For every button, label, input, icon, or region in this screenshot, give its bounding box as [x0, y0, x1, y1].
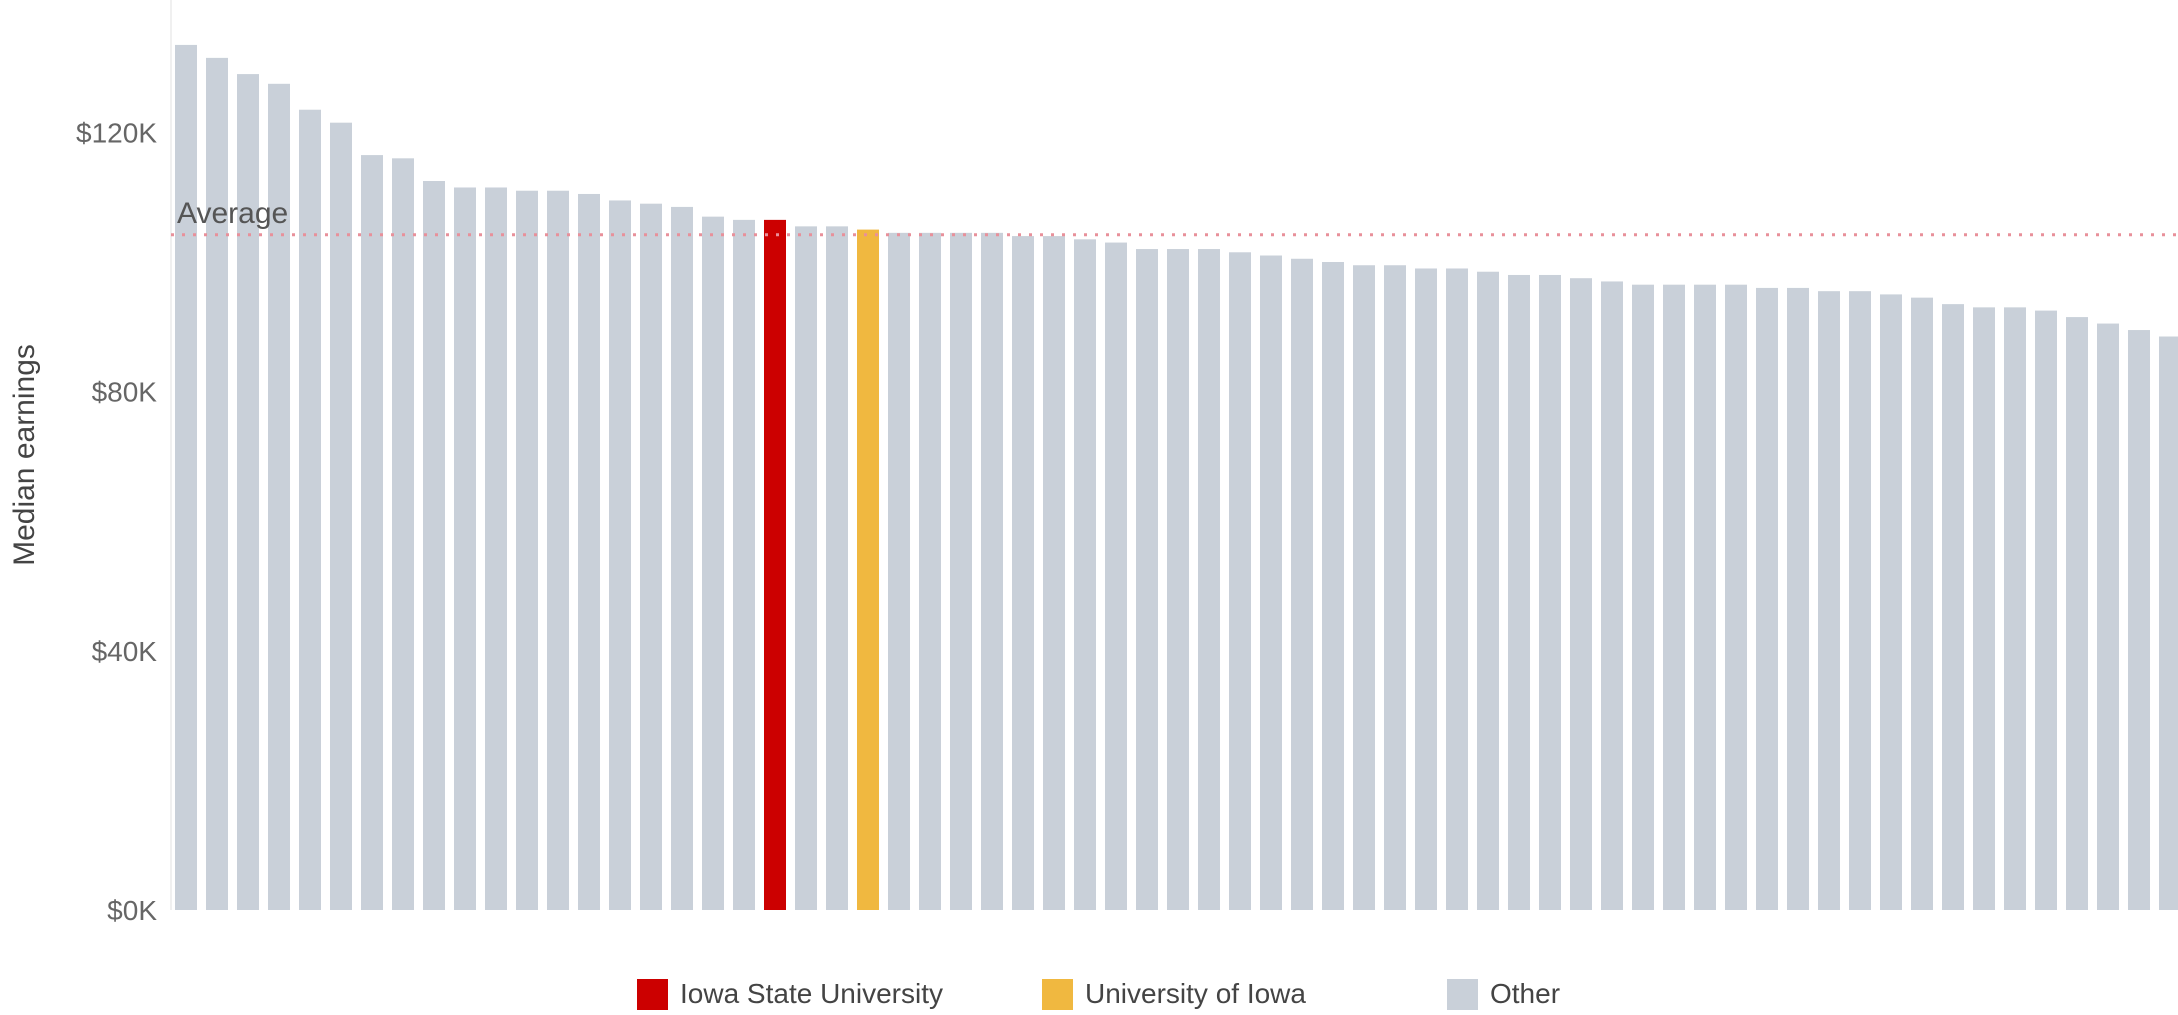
y-tick-label: $40K [92, 636, 158, 667]
bar[interactable] [1601, 281, 1623, 910]
bar[interactable] [1322, 262, 1344, 910]
bar-university-of-iowa[interactable] [857, 229, 879, 911]
bar[interactable] [1074, 239, 1096, 910]
bars-group [175, 44, 2178, 911]
bar[interactable] [1136, 249, 1158, 911]
legend-item-university-of-iowa[interactable]: University of Iowa [1042, 976, 1306, 1012]
bar[interactable] [1384, 265, 1406, 910]
bar[interactable] [2035, 310, 2057, 911]
y-tick-label: $80K [92, 377, 158, 408]
y-tick-label: $120K [76, 117, 157, 148]
bar[interactable] [454, 187, 476, 911]
bar[interactable] [2066, 317, 2088, 911]
legend-label-iowa-state: Iowa State University [680, 978, 943, 1009]
bar[interactable] [1725, 284, 1747, 910]
legend-swatch-university-of-iowa [1042, 978, 1073, 1010]
bar[interactable] [702, 216, 724, 910]
bar[interactable] [1477, 271, 1499, 911]
bar[interactable] [1167, 249, 1189, 911]
bar[interactable] [485, 187, 507, 911]
bar[interactable] [1539, 274, 1561, 911]
bar[interactable] [423, 181, 445, 910]
bar[interactable] [1291, 258, 1313, 910]
bar[interactable] [671, 206, 693, 911]
bar[interactable] [392, 158, 414, 910]
bar[interactable] [1508, 274, 1530, 911]
bar[interactable] [1415, 268, 1437, 911]
bar[interactable] [2159, 336, 2178, 910]
bar[interactable] [1694, 284, 1716, 910]
bar[interactable] [2128, 330, 2150, 910]
bar-iowa-state[interactable] [764, 219, 786, 910]
bar[interactable] [516, 190, 538, 911]
bar[interactable] [609, 200, 631, 910]
bar[interactable] [640, 203, 662, 910]
legend-swatch-other [1447, 978, 1478, 1010]
bar[interactable] [2097, 323, 2119, 910]
bar[interactable] [2004, 307, 2026, 910]
bar[interactable] [1632, 284, 1654, 910]
bar[interactable] [1446, 268, 1468, 911]
bar[interactable] [981, 232, 1003, 911]
y-axis-ticks: $0K $40K $80K $120K [76, 117, 157, 926]
y-axis-title: Median earnings [8, 344, 41, 566]
bar[interactable] [1229, 252, 1251, 910]
bar[interactable] [547, 190, 569, 911]
bar[interactable] [1756, 287, 1778, 910]
bar[interactable] [1880, 294, 1902, 910]
bar[interactable] [578, 193, 600, 910]
bar[interactable] [1570, 278, 1592, 910]
bar[interactable] [1787, 287, 1809, 910]
average-label: Average [177, 197, 288, 230]
earnings-bar-chart: Median earnings $0K $40K $80K $120K Average [8, 0, 2178, 926]
bar[interactable] [1105, 242, 1127, 910]
bar[interactable] [1849, 291, 1871, 910]
legend-item-iowa-state[interactable]: Iowa State University [637, 976, 943, 1012]
bar[interactable] [299, 109, 321, 911]
legend-label-other: Other [1490, 978, 1561, 1009]
bar[interactable] [1663, 284, 1685, 910]
bar[interactable] [1198, 249, 1220, 911]
bar[interactable] [206, 57, 228, 910]
bar[interactable] [1353, 265, 1375, 910]
bar[interactable] [268, 83, 290, 911]
bar[interactable] [1818, 291, 1840, 910]
bar[interactable] [361, 155, 383, 910]
bar[interactable] [1260, 255, 1282, 910]
bar[interactable] [1012, 236, 1034, 910]
bar[interactable] [795, 226, 817, 911]
legend-swatch-iowa-state [637, 978, 668, 1010]
y-tick-label: $0K [107, 895, 157, 926]
bar[interactable] [733, 219, 755, 910]
bar[interactable] [1043, 236, 1065, 910]
bar[interactable] [826, 226, 848, 911]
bar[interactable] [919, 232, 941, 911]
legend-item-other[interactable]: Other [1447, 976, 1560, 1012]
legend-label-university-of-iowa: University of Iowa [1085, 978, 1306, 1009]
bar[interactable] [1942, 304, 1964, 910]
bar[interactable] [330, 122, 352, 911]
bar[interactable] [237, 74, 259, 910]
bar[interactable] [1973, 307, 1995, 910]
bar[interactable] [888, 232, 910, 911]
legend: Iowa State University University of Iowa… [0, 976, 2178, 1012]
bar[interactable] [1911, 297, 1933, 910]
bar[interactable] [950, 232, 972, 911]
bar[interactable] [175, 44, 197, 911]
